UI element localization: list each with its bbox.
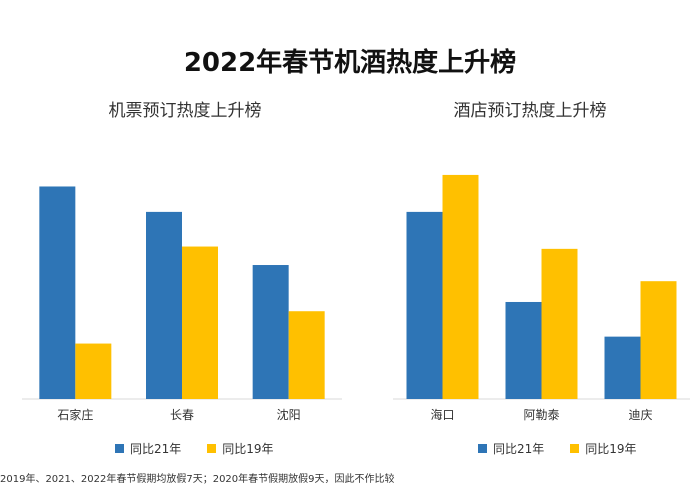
legend-label-series2: 同比19年 (222, 442, 274, 456)
bar-flights-1-2 (146, 211, 182, 399)
category-label-flights-1: 石家庄 (57, 407, 93, 422)
legend-hotels: 同比21年 同比19年 (478, 440, 637, 457)
chart-title-flights: 机票预订热度上升榜 (108, 101, 262, 121)
bar-hotels-1-2 (505, 301, 542, 399)
category-label-hotels-2: 阿勒泰 (523, 408, 559, 422)
bar-flights-2-3 (288, 311, 325, 399)
page-title: 2022年春节机酒热度上升榜 (183, 48, 517, 78)
chart-title-hotels: 酒店预订热度上升榜 (453, 101, 607, 121)
legend-swatch-series2 (570, 444, 580, 453)
bar-hotels-2-1 (442, 174, 479, 399)
bar-hotels-2-3 (640, 281, 677, 399)
category-label-hotels-3: 迪庆 (628, 408, 652, 422)
category-label-flights-3: 沈阳 (277, 407, 301, 422)
legend-label-series2: 同比19年 (585, 442, 637, 456)
category-label-flights-2: 长春 (170, 408, 194, 422)
bar-flights-2-1 (75, 343, 112, 399)
bar-hotels-1-1 (406, 211, 443, 399)
legend-item-series1: 同比21年 (115, 440, 181, 457)
legend-label-series1: 同比21年 (130, 442, 182, 456)
bar-hotels-1-3 (604, 336, 641, 399)
bar-flights-2-2 (182, 246, 218, 399)
bar-flights-1-3 (252, 265, 289, 399)
legend-swatch-series2 (207, 444, 217, 453)
bar-flights-1-1 (39, 186, 76, 399)
legend-swatch-series1 (115, 444, 124, 453)
legend-label-series1: 同比21年 (493, 442, 545, 456)
legend-item-series2: 同比19年 (207, 440, 274, 457)
category-label-hotels-1: 海口 (430, 407, 454, 422)
legend-flights: 同比21年 同比19年 (115, 440, 274, 457)
legend-item-series2: 同比19年 (570, 440, 637, 457)
legend-item-series1: 同比21年 (478, 440, 544, 457)
legend-swatch-series1 (478, 444, 487, 453)
bar-hotels-2-2 (541, 248, 578, 399)
footnote: 2019年、2021、2022年春节假期均放假7天；2020年春节假期放假9天，… (0, 474, 395, 485)
